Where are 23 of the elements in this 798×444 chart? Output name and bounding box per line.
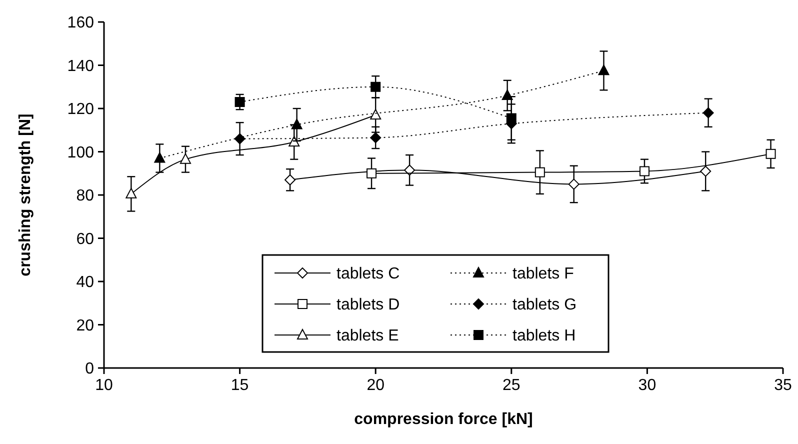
legend-label: tablets F <box>512 266 574 283</box>
x-tick-label: 15 <box>230 377 249 394</box>
y-tick-label: 100 <box>67 144 94 162</box>
y-tick-label: 120 <box>67 101 94 118</box>
y-tick-label: 20 <box>76 317 94 334</box>
x-axis-title: compression force [kN] <box>354 411 533 428</box>
legend-label: tablets C <box>336 266 400 283</box>
y-tick-label: 60 <box>76 230 94 248</box>
y-axis-title: crushing strength [N] <box>17 114 34 276</box>
x-tick-label: 35 <box>774 377 792 394</box>
y-tick-label: 80 <box>76 188 94 205</box>
legend-label: tablets H <box>512 328 576 345</box>
x-tick-label: 25 <box>502 377 520 394</box>
x-tick-label: 20 <box>366 377 385 394</box>
legend-label: tablets G <box>512 296 577 314</box>
y-tick-label: 40 <box>76 274 94 292</box>
x-tick-label: 30 <box>638 377 656 394</box>
y-tick-label: 140 <box>67 58 94 75</box>
legend-label: tablets D <box>336 296 400 314</box>
x-tick-label: 10 <box>95 377 113 394</box>
y-tick-label: 0 <box>85 360 94 378</box>
y-tick-label: 160 <box>67 14 94 32</box>
legend-label: tablets E <box>336 328 399 345</box>
